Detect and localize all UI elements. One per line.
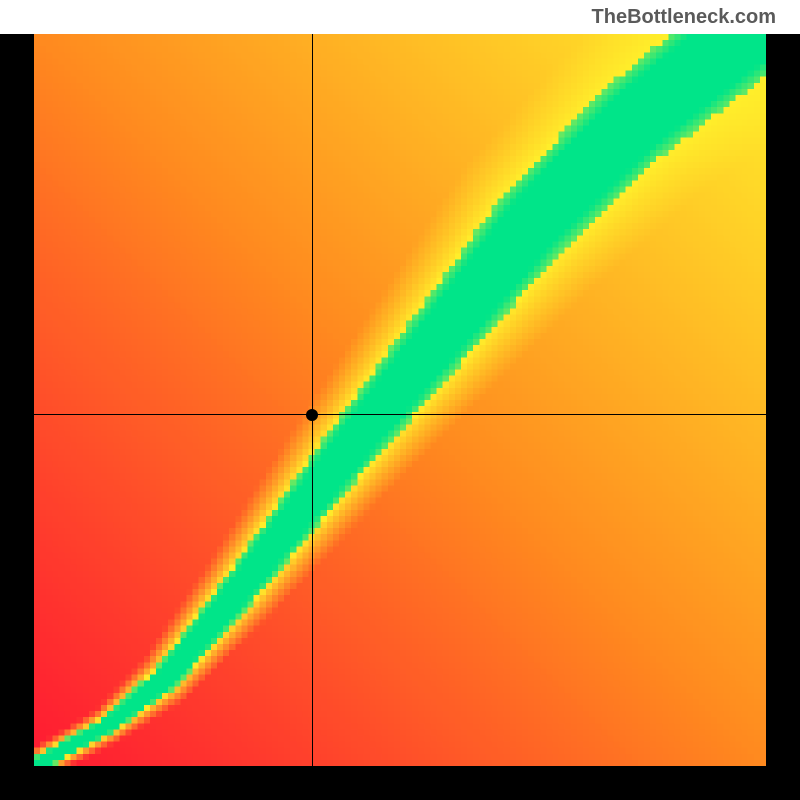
crosshair-vertical: [312, 34, 313, 766]
attribution-label: TheBottleneck.com: [592, 6, 776, 29]
heatmap-plot: [34, 34, 766, 766]
crosshair-horizontal: [34, 414, 766, 415]
chart-container: TheBottleneck.com: [0, 0, 800, 800]
data-point-marker: [306, 409, 318, 421]
heatmap-canvas: [34, 34, 766, 766]
